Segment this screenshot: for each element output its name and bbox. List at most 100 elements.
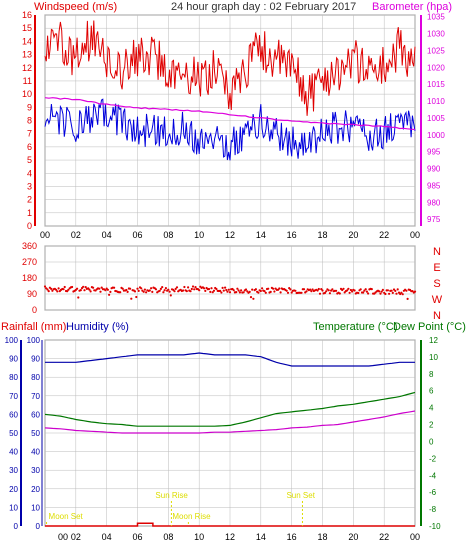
direction-point: [238, 291, 241, 294]
direction-point: [311, 288, 314, 291]
temperature-tick-label: -4: [429, 471, 437, 480]
direction-point: [161, 286, 164, 289]
humidity-tick-label: 80: [31, 373, 40, 382]
compass-label: N: [433, 310, 441, 322]
direction-point: [227, 288, 230, 291]
direction-point: [370, 288, 373, 291]
direction-point: [285, 289, 288, 292]
direction-point: [264, 291, 267, 294]
direction-point: [46, 288, 49, 291]
x-tick-label: 08: [163, 230, 173, 240]
direction-point: [279, 291, 282, 294]
direction-point: [363, 289, 366, 292]
temperature-tick-label: 0: [429, 437, 434, 446]
windspeed-tick-label: 7: [27, 129, 32, 139]
direction-point: [82, 285, 85, 288]
direction-point: [224, 286, 227, 289]
x-tick-label: 08: [163, 532, 173, 542]
direction-point: [251, 288, 254, 291]
temperature-tick-label: 8: [429, 370, 434, 379]
direction-point: [183, 285, 186, 289]
direction-point: [164, 287, 167, 290]
direction-point: [198, 289, 201, 292]
x-tick-label: 16: [287, 230, 297, 240]
humidity-tick-label: 40: [9, 448, 18, 457]
x-tick-label: 10: [194, 532, 204, 542]
direction-tick-label: 90: [27, 289, 37, 299]
windspeed-tick-label: 1: [27, 208, 32, 218]
direction-point: [92, 286, 95, 289]
direction-point: [338, 292, 341, 295]
direction-point: [191, 285, 195, 288]
x-tick-label: 14: [256, 230, 266, 240]
direction-point: [193, 288, 196, 291]
direction-point: [207, 287, 211, 291]
direction-point: [129, 287, 132, 290]
direction-point: [130, 297, 133, 300]
x-tick-label: 00: [40, 230, 50, 240]
direction-point: [88, 288, 91, 291]
direction-point: [289, 288, 292, 291]
direction-point: [294, 289, 297, 292]
barometer-tick-label: 1035: [427, 13, 445, 22]
direction-point: [384, 292, 387, 296]
barometer-tick-label: 980: [427, 198, 441, 207]
direction-point: [278, 287, 281, 290]
direction-point: [113, 286, 116, 289]
direction-point: [84, 286, 87, 289]
direction-point: [167, 288, 170, 291]
temperature-tick-label: 6: [429, 387, 434, 396]
direction-point: [272, 287, 275, 290]
direction-point: [269, 290, 272, 293]
barometer-line: [44, 97, 416, 131]
direction-point: [174, 287, 177, 290]
humidity-line: [45, 352, 415, 367]
direction-point: [154, 288, 158, 291]
direction-tick-label: 180: [22, 273, 37, 283]
humidity-tick-label: 30: [31, 466, 40, 475]
direction-point: [159, 287, 162, 290]
x-tick-label: 22: [379, 532, 389, 542]
direction-point: [182, 289, 185, 292]
sun-set-label: Sun Set: [286, 491, 315, 500]
direction-point: [240, 289, 243, 292]
direction-point: [235, 291, 238, 294]
humidity-tick-label: 90: [31, 355, 40, 364]
windspeed-tick-label: 0: [27, 221, 32, 231]
direction-point: [261, 287, 264, 290]
direction-point: [302, 288, 306, 291]
direction-point: [135, 295, 138, 299]
direction-point: [143, 288, 146, 291]
direction-point: [209, 290, 212, 293]
moon-set-label: Moon Set: [49, 512, 84, 521]
direction-point: [395, 292, 398, 295]
x-tick-label: 04: [102, 230, 112, 240]
direction-point: [242, 291, 245, 294]
x-tick-label: 00: [410, 230, 420, 240]
direction-point: [328, 292, 331, 295]
direction-point: [401, 293, 404, 296]
direction-point: [211, 291, 214, 294]
direction-point: [237, 289, 240, 292]
direction-tick-label: 360: [22, 241, 37, 251]
temperature-tick-label: 10: [429, 353, 438, 362]
direction-point: [79, 289, 82, 292]
direction-point: [364, 288, 367, 291]
barometer-tick-label: 1010: [427, 97, 445, 106]
direction-point: [347, 287, 350, 290]
direction-point: [263, 290, 266, 293]
barometer-tick-label: 1000: [427, 131, 445, 140]
direction-point: [353, 289, 356, 292]
barometer-tick-label: 990: [427, 165, 441, 174]
direction-point: [203, 287, 206, 290]
direction-point: [185, 290, 188, 293]
direction-point: [140, 287, 143, 290]
direction-point: [219, 289, 222, 292]
temperature-axis-title: Temperature (°C): [313, 321, 397, 333]
direction-point: [212, 289, 216, 292]
windspeed-tick-label: 9: [27, 102, 32, 112]
direction-point: [163, 289, 166, 292]
direction-point: [204, 289, 207, 292]
